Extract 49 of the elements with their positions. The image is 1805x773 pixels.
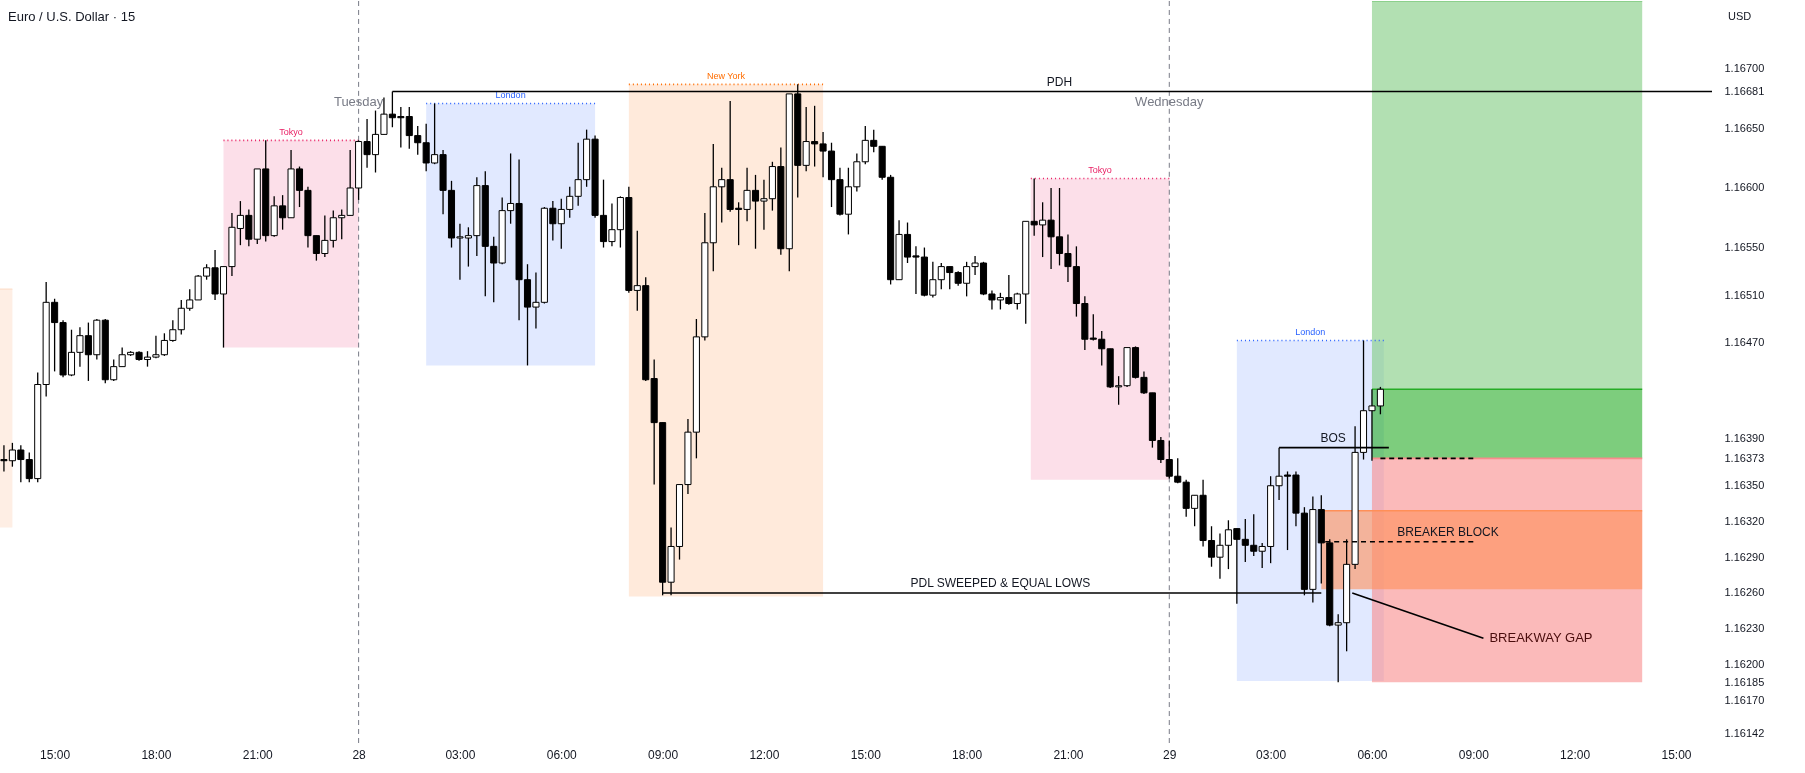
ref-line-label: Wednesday — [1135, 94, 1204, 109]
series-label: London — [1295, 327, 1326, 338]
x-tick-label: 15:00 — [1661, 747, 1692, 762]
x-tick-label: 28 — [352, 747, 367, 762]
series-label: London — [495, 90, 526, 101]
x-tick-label: 09:00 — [648, 747, 679, 762]
y-tick-label: 1.16185 — [1724, 675, 1765, 688]
ref-line-label: Tuesday — [333, 94, 384, 109]
x-tick-label: 06:00 — [1357, 747, 1388, 762]
series-label: Tokyo — [279, 127, 303, 138]
x-tick-label: 29 — [1163, 747, 1177, 762]
series-label: Tokyo — [1088, 165, 1112, 176]
y-tick-label: 1.16290 — [1724, 550, 1765, 563]
y-tick-label: 1.16373 — [1724, 451, 1765, 464]
y-tick-label: 1.16350 — [1724, 479, 1765, 492]
y-tick-label: 1.16320 — [1724, 514, 1765, 527]
x-tick-label: 21:00 — [242, 747, 274, 762]
x-tick-label: 03:00 — [1256, 747, 1287, 762]
annotation: PDH — [1046, 74, 1073, 89]
x-tick-label: 18:00 — [952, 747, 983, 762]
y-tick-label: 1.16260 — [1724, 586, 1765, 599]
x-tick-label: 09:00 — [1458, 747, 1490, 762]
y-tick-label: 1.16142 — [1724, 726, 1765, 739]
y-tick-label: 1.16470 — [1724, 336, 1765, 349]
x-tick-label: 18:00 — [141, 747, 172, 762]
y-tick-label: 1.16700 — [1724, 62, 1765, 75]
x-tick-label: 03:00 — [445, 747, 476, 762]
annotation: BOS — [1320, 430, 1346, 445]
y-tick-label: 1.16390 — [1724, 431, 1765, 444]
x-tick-label: 12:00 — [749, 747, 780, 762]
text: Euro / U.S. Dollar · 15 — [8, 9, 136, 24]
x-tick-label: 06:00 — [546, 747, 578, 762]
series-label: New York — [706, 71, 746, 82]
y-tick-label: 1.16510 — [1724, 288, 1765, 301]
x-tick-label: 15:00 — [850, 747, 882, 762]
y-tick-label: 1.16200 — [1724, 657, 1765, 670]
text: USD — [1728, 10, 1752, 22]
y-tick-label: 1.16170 — [1724, 693, 1765, 706]
y-tick-label: 1.16681 — [1724, 85, 1765, 98]
y-tick-label: 1.16650 — [1724, 121, 1765, 134]
y-tick-label: 1.16230 — [1724, 622, 1765, 635]
x-tick-label: 21:00 — [1053, 747, 1084, 762]
y-tick-label: 1.16550 — [1724, 241, 1765, 254]
annotation: PDL SWEEPED & EQUAL LOWS — [910, 575, 1091, 590]
x-tick-label: 12:00 — [1560, 747, 1591, 762]
x-tick-label: 15:00 — [40, 747, 71, 762]
annotation: BREAKWAY GAP — [1489, 630, 1593, 646]
y-tick-label: 1.16600 — [1724, 181, 1765, 194]
annotation: BREAKER BLOCK — [1397, 524, 1499, 539]
